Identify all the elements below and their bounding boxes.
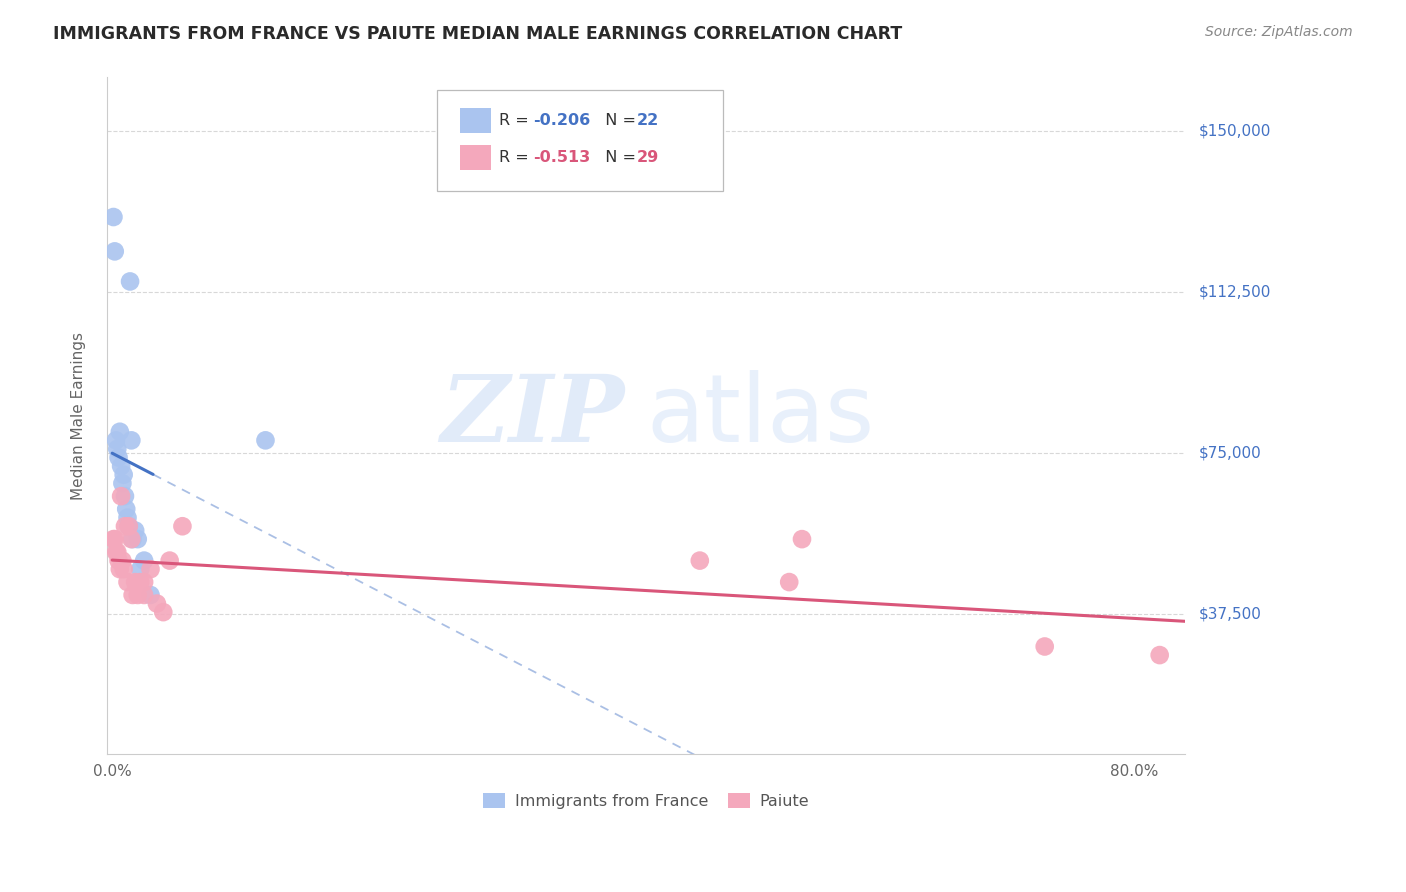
Point (115, 502, 138, 516)
Point (146, 597, 169, 611)
Point (103, 210, 125, 224)
Point (107, 553, 129, 567)
Point (159, 553, 181, 567)
Text: R =: R = (499, 113, 534, 128)
Text: $37,500: $37,500 (1199, 607, 1263, 622)
Point (124, 575, 146, 590)
Text: N =: N = (595, 113, 641, 128)
Point (114, 489, 136, 503)
Point (118, 519, 141, 533)
Point (139, 588, 162, 602)
Point (129, 575, 152, 590)
Text: atlas: atlas (647, 369, 875, 462)
Point (108, 425, 131, 439)
Text: 29: 29 (637, 151, 659, 165)
Point (127, 588, 149, 602)
Text: $112,500: $112,500 (1199, 285, 1271, 300)
Point (152, 605, 174, 619)
Point (104, 532, 127, 546)
Point (120, 434, 142, 448)
Point (120, 532, 142, 546)
Text: N =: N = (595, 151, 641, 165)
Point (105, 545, 128, 559)
Y-axis label: Median Male Earnings: Median Male Earnings (72, 332, 86, 500)
Point (121, 532, 143, 546)
Point (117, 510, 139, 524)
Point (112, 562, 135, 576)
Legend: Immigrants from France, Paiute: Immigrants from France, Paiute (478, 788, 814, 814)
Point (120, 275, 142, 289)
Text: -0.206: -0.206 (533, 113, 591, 128)
Point (124, 524, 146, 538)
Point (104, 244, 127, 259)
Point (111, 553, 134, 567)
Point (108, 562, 131, 576)
Text: Source: ZipAtlas.com: Source: ZipAtlas.com (1205, 25, 1353, 39)
Point (1149, 648, 1171, 662)
Point (110, 489, 132, 503)
Point (105, 434, 128, 448)
Point (689, 553, 711, 567)
Point (111, 476, 134, 491)
Text: -0.513: -0.513 (533, 151, 591, 165)
Point (103, 532, 125, 546)
Text: R =: R = (499, 151, 534, 165)
Point (134, 575, 156, 590)
Point (139, 562, 162, 576)
Point (778, 575, 800, 590)
Point (114, 519, 136, 533)
Point (254, 434, 277, 448)
Point (117, 575, 139, 590)
Text: 22: 22 (637, 113, 659, 128)
Point (134, 588, 156, 602)
Point (129, 562, 152, 576)
Point (790, 532, 813, 546)
Point (172, 519, 194, 533)
Point (105, 545, 128, 559)
Point (118, 519, 141, 533)
Point (121, 588, 143, 602)
Text: $150,000: $150,000 (1199, 124, 1271, 138)
Text: IMMIGRANTS FROM FRANCE VS PAIUTE MEDIAN MALE EARNINGS CORRELATION CHART: IMMIGRANTS FROM FRANCE VS PAIUTE MEDIAN … (53, 25, 903, 43)
Point (110, 459, 132, 474)
Text: ZIP: ZIP (440, 371, 624, 460)
Point (1033, 640, 1056, 654)
Point (134, 553, 156, 567)
Point (112, 467, 135, 482)
Point (105, 442, 128, 456)
Point (107, 450, 129, 465)
Text: $75,000: $75,000 (1199, 446, 1261, 461)
Point (127, 532, 149, 546)
